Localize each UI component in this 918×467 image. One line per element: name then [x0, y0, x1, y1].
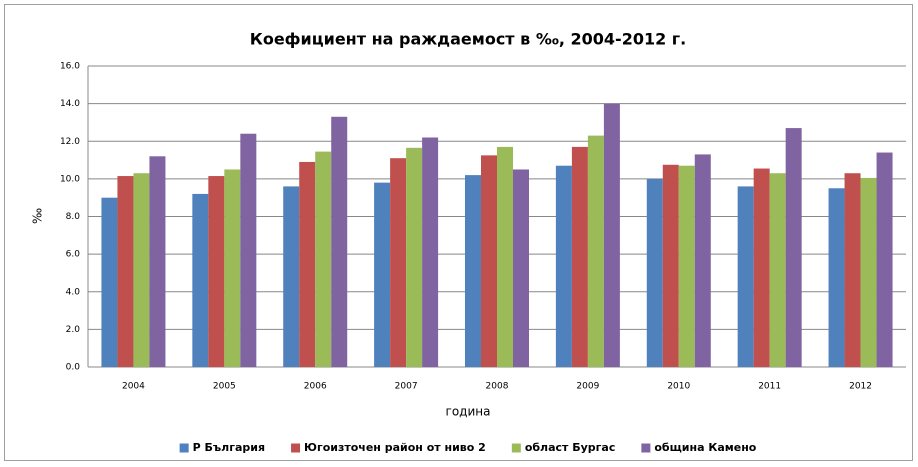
bar — [587, 135, 604, 367]
bar — [283, 186, 300, 367]
bar — [117, 176, 134, 367]
bar — [753, 168, 770, 367]
bar — [224, 169, 241, 367]
bar — [662, 164, 679, 367]
y-tick-label: 16.0 — [60, 62, 80, 72]
bar — [208, 176, 225, 367]
bar — [315, 151, 332, 367]
x-tick-label: 2008 — [486, 382, 509, 392]
legend-label: Югоизточен район от ниво 2 — [304, 441, 486, 454]
y-tick-label: 10.0 — [60, 174, 80, 184]
legend-swatch — [291, 443, 301, 453]
bar — [331, 116, 348, 367]
y-axis-title: ‰ — [31, 208, 45, 224]
y-tick-label: 14.0 — [60, 99, 80, 109]
legend-label: община Камено — [654, 441, 756, 454]
x-tick-label: 2006 — [304, 382, 327, 392]
bar — [406, 147, 423, 367]
bar — [844, 173, 861, 367]
bar — [374, 182, 391, 367]
x-axis-title: година — [446, 405, 491, 419]
bar — [555, 165, 572, 367]
legend-swatch — [511, 443, 521, 453]
y-tick-label: 4.0 — [66, 287, 81, 297]
bar — [571, 146, 588, 367]
bar — [149, 156, 166, 367]
bar — [603, 103, 620, 367]
chart-title: Коефициент на раждаемост в ‰, 2004-2012 … — [250, 30, 686, 49]
bar — [769, 173, 786, 367]
bar — [678, 165, 695, 367]
bar — [390, 158, 407, 367]
bar — [694, 154, 711, 367]
legend-label: област Бургас — [525, 441, 616, 454]
bar — [133, 173, 150, 367]
bar — [422, 137, 439, 367]
bar — [646, 178, 663, 367]
x-tick-label: 2012 — [849, 382, 872, 392]
y-tick-label: 6.0 — [66, 250, 81, 260]
bar — [497, 146, 513, 367]
bar — [860, 177, 877, 367]
x-tick-label: 2009 — [576, 382, 599, 392]
legend-swatch — [179, 443, 189, 453]
x-tick-label: 2005 — [213, 382, 236, 392]
bar — [240, 133, 257, 367]
bar — [481, 155, 497, 367]
y-tick-label: 2.0 — [66, 325, 81, 335]
bar — [513, 169, 529, 367]
legend-label: Р България — [193, 441, 265, 454]
legend-swatch — [641, 443, 651, 453]
bar — [465, 175, 481, 367]
bar — [737, 186, 754, 367]
x-tick-label: 2007 — [395, 382, 418, 392]
x-tick-label: 2011 — [758, 382, 781, 392]
bar — [876, 152, 893, 367]
bar — [101, 197, 118, 367]
y-tick-label: 12.0 — [60, 137, 80, 147]
y-tick-label: 0.0 — [66, 363, 81, 373]
bar — [299, 161, 316, 367]
bar — [192, 193, 209, 367]
y-tick-label: 8.0 — [66, 212, 81, 222]
x-tick-label: 2004 — [122, 382, 145, 392]
bar — [828, 188, 845, 367]
bar — [785, 128, 802, 367]
x-tick-label: 2010 — [667, 382, 690, 392]
